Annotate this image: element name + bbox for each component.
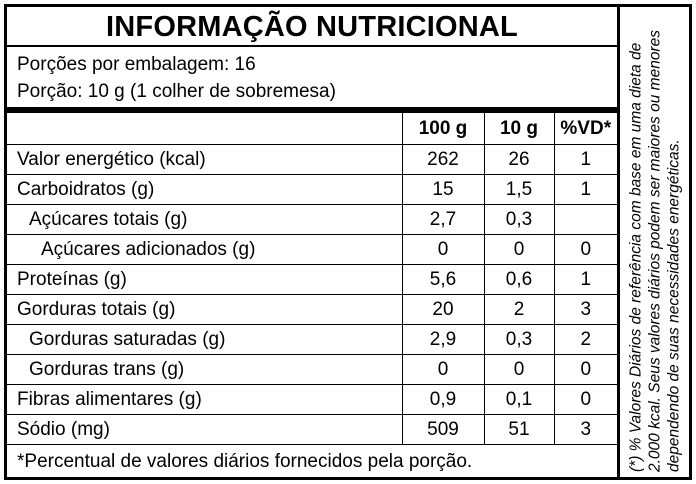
nutrient-label: Gorduras totais (g): [7, 294, 402, 325]
value-100g: 0,9: [401, 384, 484, 415]
nutrient-label: Valor energético (kcal): [7, 144, 402, 175]
table-row: Valor energético (kcal) 262 26 1: [7, 144, 617, 175]
value-10g: 0,3: [483, 204, 554, 235]
side-panel: (*) % Valores Diários de referência com …: [617, 7, 689, 477]
nutrient-label: Açúcares totais (g): [7, 204, 402, 235]
serving-info: Porções por embalagem: 16 Porção: 10 g (…: [7, 47, 617, 113]
table-row: Sódio (mg) 509 51 3: [7, 414, 617, 444]
table-row: Gorduras totais (g) 20 2 3: [7, 294, 617, 325]
value-100g: 20: [401, 294, 484, 325]
value-10g: 1,5: [483, 174, 554, 205]
value-vd: 1: [553, 174, 617, 205]
nutrient-label: Proteínas (g): [7, 264, 402, 295]
header-blank: [7, 113, 402, 145]
servings-per-package: Porções por embalagem: 16: [17, 54, 256, 75]
value-10g: 0,3: [483, 324, 554, 355]
value-100g: 262: [401, 144, 484, 175]
value-vd: 2: [553, 324, 617, 355]
value-vd: 3: [553, 414, 617, 444]
nutrient-label: Açúcares adicionados (g): [7, 234, 402, 265]
nutrition-title: INFORMAÇÃO NUTRICIONAL: [7, 7, 617, 47]
value-100g: 2,7: [401, 204, 484, 235]
value-100g: 509: [401, 414, 484, 444]
value-vd: 0: [553, 354, 617, 385]
table-row: Fibras alimentares (g) 0,9 0,1 0: [7, 384, 617, 415]
value-10g: 0,1: [483, 384, 554, 415]
header-vd: %VD*: [553, 113, 617, 145]
nutrition-table: 100 g 10 g %VD* Valor energético (kcal) …: [7, 113, 617, 444]
header-100g: 100 g: [401, 113, 484, 145]
table-row: Proteínas (g) 5,6 0,6 1: [7, 264, 617, 295]
value-10g: 26: [483, 144, 554, 175]
value-vd: 1: [553, 144, 617, 175]
value-10g: 0,6: [483, 264, 554, 295]
nutrient-label: Carboidratos (g): [7, 174, 402, 205]
nutrition-main: INFORMAÇÃO NUTRICIONAL Porções por embal…: [7, 7, 617, 477]
portion-size: Porção: 10 g (1 colher de sobremesa): [17, 81, 336, 102]
nutrient-label: Fibras alimentares (g): [7, 384, 402, 415]
value-100g: 15: [401, 174, 484, 205]
nutrition-facts-panel: INFORMAÇÃO NUTRICIONAL Porções por embal…: [4, 4, 692, 480]
value-10g: 51: [483, 414, 554, 444]
nutrient-label: Sódio (mg): [7, 414, 402, 444]
table-row: Gorduras trans (g) 0 0 0: [7, 354, 617, 385]
table-row: Açúcares totais (g) 2,7 0,3: [7, 204, 617, 235]
value-vd: 3: [553, 294, 617, 325]
value-10g: 2: [483, 294, 554, 325]
value-100g: 5,6: [401, 264, 484, 295]
value-10g: 0: [483, 234, 554, 265]
table-header-row: 100 g 10 g %VD*: [7, 113, 617, 145]
daily-value-footnote: *Percentual de valores diários fornecido…: [7, 444, 617, 477]
table-row: Gorduras saturadas (g) 2,9 0,3 2: [7, 324, 617, 355]
reference-note: (*) % Valores Diários de referência com …: [627, 30, 682, 472]
value-100g: 0: [401, 234, 484, 265]
value-vd: 0: [553, 234, 617, 265]
table-row: Açúcares adicionados (g) 0 0 0: [7, 234, 617, 265]
value-vd: [553, 204, 617, 235]
nutrient-label: Gorduras saturadas (g): [7, 324, 402, 355]
table-row: Carboidratos (g) 15 1,5 1: [7, 174, 617, 205]
value-10g: 0: [483, 354, 554, 385]
value-100g: 2,9: [401, 324, 484, 355]
header-10g: 10 g: [483, 113, 554, 145]
value-vd: 1: [553, 264, 617, 295]
value-vd: 0: [553, 384, 617, 415]
nutrient-label: Gorduras trans (g): [7, 354, 402, 385]
value-100g: 0: [401, 354, 484, 385]
